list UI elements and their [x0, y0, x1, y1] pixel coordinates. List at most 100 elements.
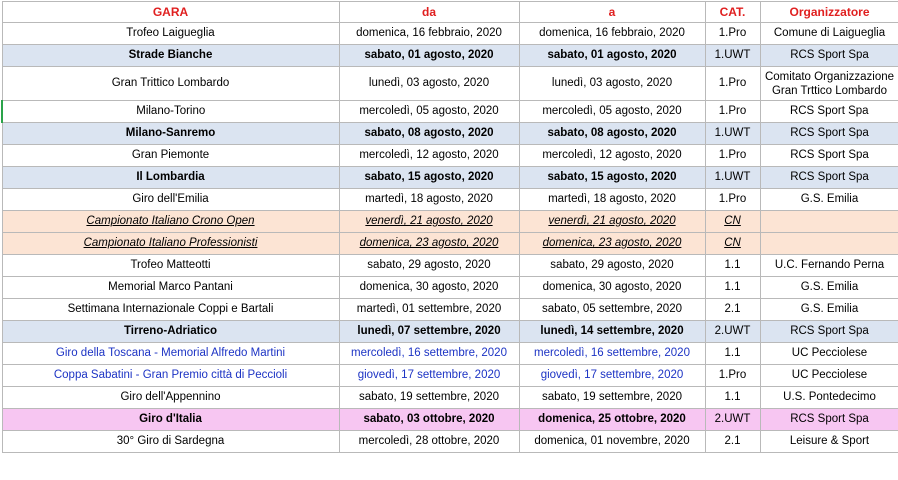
cell-organizzatore[interactable]: Comune di Laigueglia — [759, 22, 898, 45]
cell-cat[interactable]: 2.1 — [704, 430, 761, 453]
cell-cat[interactable]: 1.Pro — [704, 188, 761, 211]
cell-da[interactable]: sabato, 19 settembre, 2020 — [338, 386, 520, 409]
cell-da[interactable]: sabato, 15 agosto, 2020 — [338, 166, 520, 189]
cell-a[interactable]: lunedì, 14 settembre, 2020 — [518, 320, 706, 343]
cell-cat[interactable]: 2.UWT — [704, 320, 761, 343]
cell-a[interactable]: mercoledì, 05 agosto, 2020 — [518, 100, 706, 123]
cell-cat[interactable]: 1.UWT — [704, 166, 761, 189]
cell-gara[interactable]: Il Lombardia — [1, 166, 340, 189]
cell-cat[interactable]: 1.Pro — [704, 100, 761, 123]
cell-a[interactable]: sabato, 29 agosto, 2020 — [518, 254, 706, 277]
cell-organizzatore[interactable]: G.S. Emilia — [759, 298, 898, 321]
cell-da[interactable]: mercoledì, 05 agosto, 2020 — [338, 100, 520, 123]
cell-cat[interactable]: 1.1 — [704, 254, 761, 277]
cell-organizzatore[interactable]: RCS Sport Spa — [759, 44, 898, 67]
cell-cat[interactable]: 1.UWT — [704, 122, 761, 145]
cell-a[interactable]: lunedì, 03 agosto, 2020 — [518, 66, 706, 101]
cell-gara[interactable]: Giro dell'Appennino — [1, 386, 340, 409]
cell-organizzatore[interactable]: G.S. Emilia — [759, 188, 898, 211]
header-cat[interactable]: CAT. — [704, 1, 761, 23]
cell-cat[interactable]: 2.UWT — [704, 408, 761, 431]
cell-cat[interactable]: 1.1 — [704, 386, 761, 409]
cell-a[interactable]: giovedì, 17 settembre, 2020 — [518, 364, 706, 387]
cell-da[interactable]: venerdì, 21 agosto, 2020 — [338, 210, 520, 233]
cell-a[interactable]: sabato, 05 settembre, 2020 — [518, 298, 706, 321]
header-organizzatore[interactable]: Organizzatore — [759, 1, 898, 23]
cell-gara[interactable]: Giro dell'Emilia — [1, 188, 340, 211]
cell-cat[interactable]: 1.Pro — [704, 22, 761, 45]
cell-a[interactable]: mercoledì, 16 settembre, 2020 — [518, 342, 706, 365]
cell-da[interactable]: martedì, 18 agosto, 2020 — [338, 188, 520, 211]
cell-organizzatore[interactable]: G.S. Emilia — [759, 276, 898, 299]
cell-gara[interactable]: Trofeo Laigueglia — [1, 22, 340, 45]
cell-a[interactable]: domenica, 01 novembre, 2020 — [518, 430, 706, 453]
cell-da[interactable]: martedì, 01 settembre, 2020 — [338, 298, 520, 321]
cell-da[interactable]: domenica, 16 febbraio, 2020 — [338, 22, 520, 45]
cell-organizzatore[interactable]: RCS Sport Spa — [759, 100, 898, 123]
cell-a[interactable]: domenica, 25 ottobre, 2020 — [518, 408, 706, 431]
cell-organizzatore[interactable]: RCS Sport Spa — [759, 408, 898, 431]
cell-organizzatore[interactable]: U.C. Fernando Perna — [759, 254, 898, 277]
cell-cat[interactable]: 1.UWT — [704, 44, 761, 67]
cell-organizzatore[interactable]: RCS Sport Spa — [759, 320, 898, 343]
cell-organizzatore[interactable] — [759, 210, 898, 233]
cell-da[interactable]: mercoledì, 12 agosto, 2020 — [338, 144, 520, 167]
cell-a[interactable]: domenica, 23 agosto, 2020 — [518, 232, 706, 255]
header-a[interactable]: a — [518, 1, 706, 23]
cell-gara[interactable]: Coppa Sabatini - Gran Premio città di Pe… — [1, 364, 340, 387]
cell-organizzatore[interactable]: U.S. Pontedecimo — [759, 386, 898, 409]
cell-organizzatore[interactable]: RCS Sport Spa — [759, 144, 898, 167]
header-da[interactable]: da — [338, 1, 520, 23]
cell-organizzatore[interactable]: Comitato Organizzazione Gran Trttico Lom… — [759, 66, 898, 101]
cell-da[interactable]: sabato, 29 agosto, 2020 — [338, 254, 520, 277]
cell-a[interactable]: mercoledì, 12 agosto, 2020 — [518, 144, 706, 167]
cell-gara[interactable]: Strade Bianche — [1, 44, 340, 67]
cell-organizzatore[interactable]: RCS Sport Spa — [759, 122, 898, 145]
cell-cat[interactable]: 1.Pro — [704, 66, 761, 101]
cell-gara[interactable]: 30° Giro di Sardegna — [1, 430, 340, 453]
cell-da[interactable]: giovedì, 17 settembre, 2020 — [338, 364, 520, 387]
header-gara[interactable]: GARA — [1, 1, 340, 23]
cell-organizzatore[interactable]: RCS Sport Spa — [759, 166, 898, 189]
cell-cat[interactable]: 1.Pro — [704, 364, 761, 387]
cell-da[interactable]: mercoledì, 16 settembre, 2020 — [338, 342, 520, 365]
cell-gara[interactable]: Tirreno-Adriatico — [1, 320, 340, 343]
cell-gara[interactable]: Campionato Italiano Professionisti — [1, 232, 340, 255]
cell-gara[interactable]: Settimana Internazionale Coppi e Bartali — [1, 298, 340, 321]
cell-gara[interactable]: Trofeo Matteotti — [1, 254, 340, 277]
cell-cat[interactable]: CN — [704, 232, 761, 255]
cell-organizzatore[interactable]: UC Pecciolese — [759, 364, 898, 387]
cell-da[interactable]: sabato, 01 agosto, 2020 — [338, 44, 520, 67]
cell-a[interactable]: sabato, 01 agosto, 2020 — [518, 44, 706, 67]
cell-cat[interactable]: 1.Pro — [704, 144, 761, 167]
cell-da[interactable]: lunedì, 07 settembre, 2020 — [338, 320, 520, 343]
cell-cat[interactable]: 2.1 — [704, 298, 761, 321]
cell-da[interactable]: domenica, 23 agosto, 2020 — [338, 232, 520, 255]
cell-a[interactable]: sabato, 19 settembre, 2020 — [518, 386, 706, 409]
cell-a[interactable]: venerdì, 21 agosto, 2020 — [518, 210, 706, 233]
cell-a[interactable]: domenica, 16 febbraio, 2020 — [518, 22, 706, 45]
cell-organizzatore[interactable]: Leisure & Sport — [759, 430, 898, 453]
cell-organizzatore[interactable]: UC Pecciolese — [759, 342, 898, 365]
cell-da[interactable]: sabato, 03 ottobre, 2020 — [338, 408, 520, 431]
cell-da[interactable]: sabato, 08 agosto, 2020 — [338, 122, 520, 145]
cell-gara[interactable]: Gran Trittico Lombardo — [1, 66, 340, 101]
cell-cat[interactable]: 1.1 — [704, 342, 761, 365]
cell-gara[interactable]: Gran Piemonte — [1, 144, 340, 167]
cell-gara[interactable]: Milano-Torino — [1, 100, 340, 123]
cell-cat[interactable]: 1.1 — [704, 276, 761, 299]
cell-a[interactable]: sabato, 08 agosto, 2020 — [518, 122, 706, 145]
cell-a[interactable]: domenica, 30 agosto, 2020 — [518, 276, 706, 299]
cell-gara[interactable]: Giro della Toscana - Memorial Alfredo Ma… — [1, 342, 340, 365]
cell-organizzatore[interactable] — [759, 232, 898, 255]
cell-da[interactable]: mercoledì, 28 ottobre, 2020 — [338, 430, 520, 453]
cell-da[interactable]: lunedì, 03 agosto, 2020 — [338, 66, 520, 101]
cell-a[interactable]: martedì, 18 agosto, 2020 — [518, 188, 706, 211]
cell-da[interactable]: domenica, 30 agosto, 2020 — [338, 276, 520, 299]
cell-cat[interactable]: CN — [704, 210, 761, 233]
cell-gara[interactable]: Milano-Sanremo — [1, 122, 340, 145]
cell-gara[interactable]: Memorial Marco Pantani — [1, 276, 340, 299]
cell-gara[interactable]: Giro d'Italia — [1, 408, 340, 431]
cell-a[interactable]: sabato, 15 agosto, 2020 — [518, 166, 706, 189]
cell-gara[interactable]: Campionato Italiano Crono Open — [1, 210, 340, 233]
